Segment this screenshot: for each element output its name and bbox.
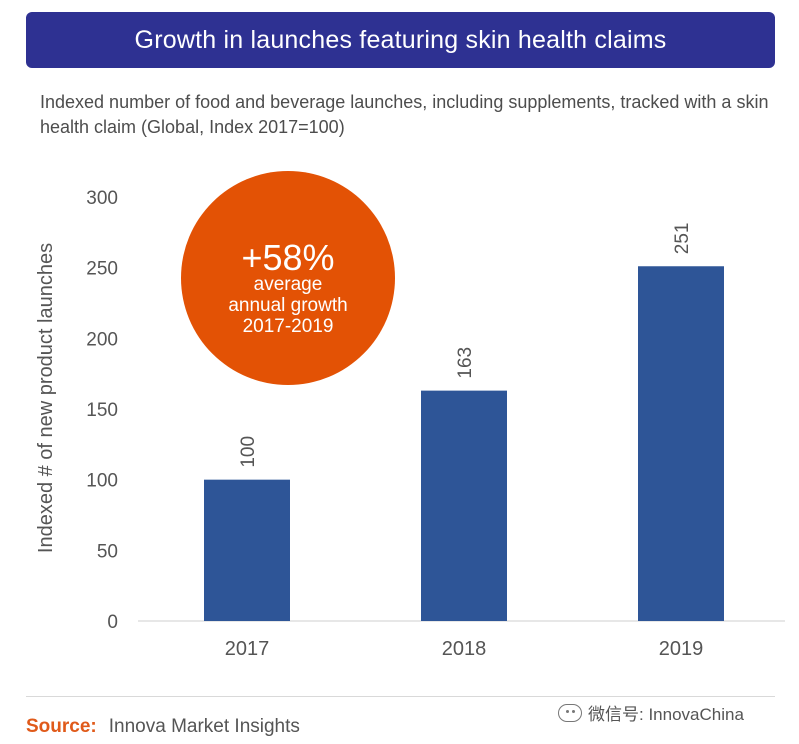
y-tick-label: 250 [86,259,118,280]
wechat-icon [558,703,582,722]
data-label-2017: 100 [238,436,259,468]
footer-divider [26,696,775,697]
data-label-2019: 251 [672,223,693,255]
bar-2019 [638,266,724,621]
chart-title: Growth in launches featuring skin health… [134,25,667,54]
x-tick-label: 2019 [659,638,704,660]
bar-2017 [204,479,290,621]
bar-2018 [421,390,507,621]
x-tick-label: 2017 [225,638,270,660]
y-tick-label: 150 [86,400,118,421]
growth-callout-circle [181,171,395,385]
data-label-2018: 163 [455,347,476,379]
y-tick-label: 0 [107,612,118,633]
y-tick-label: 200 [86,329,118,350]
x-tick-label: 2018 [442,638,487,660]
watermark-text: 微信号: InnovaChina [588,705,744,724]
y-axis-label: Indexed # of new product launches [35,243,57,553]
growth-callout-line: annual growth [228,295,347,316]
source-label: Source: [26,716,97,737]
chart-subtitle: Indexed number of food and beverage laun… [40,92,769,137]
source-line: Source: Innova Market Insights [26,716,300,738]
watermark: 微信号: InnovaChina [558,700,744,725]
y-tick-label: 300 [86,188,118,209]
growth-callout-line: 2017-2019 [243,316,334,337]
growth-callout-value: +58% [241,237,334,278]
title-banner: Growth in launches featuring skin health… [26,12,775,68]
y-tick-label: 50 [97,541,118,562]
source-text: Innova Market Insights [108,716,300,737]
y-tick-label: 100 [86,471,118,492]
growth-callout-line: average [254,274,323,295]
